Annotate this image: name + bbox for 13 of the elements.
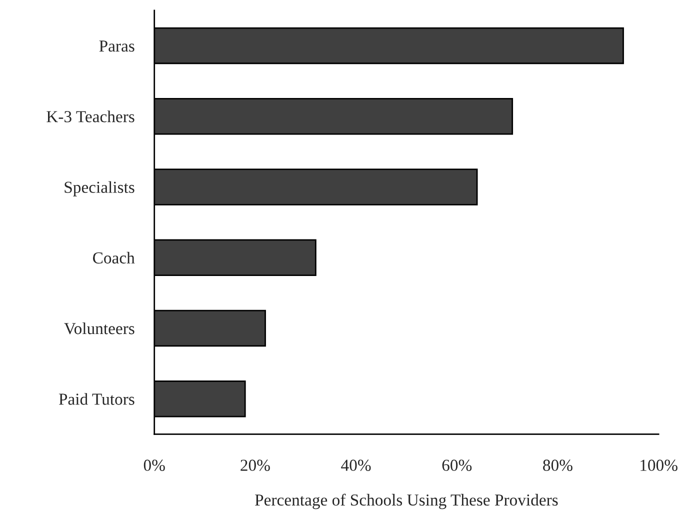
y-tick-label: K-3 Teachers — [46, 110, 134, 122]
x-tick-label: 20% — [240, 460, 270, 471]
x-tick-label: 40% — [341, 460, 371, 471]
x-axis-title: Percentage of Schools Using These Providers — [255, 494, 558, 510]
x-tick-label: 80% — [543, 460, 572, 471]
x-tick-label: 100% — [640, 460, 678, 471]
x-tick-label: 60% — [442, 460, 472, 471]
x-tick-label: 0% — [144, 460, 165, 471]
y-tick-label: Volunteers — [64, 322, 134, 334]
y-tick-label: Specialists — [64, 181, 134, 196]
y-tick-label: Coach — [93, 252, 135, 264]
y-tick-label: Paras — [99, 40, 134, 52]
y-tick-label: Paid Tutors — [58, 393, 134, 405]
